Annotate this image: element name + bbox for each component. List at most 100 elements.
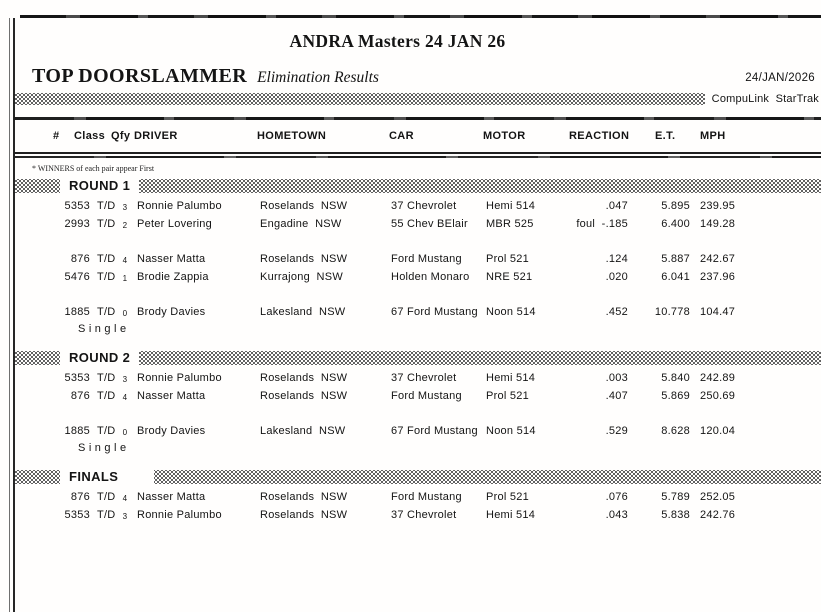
elapsed-time: 5.869 bbox=[661, 390, 690, 402]
hometown: Lakesland NSW bbox=[260, 306, 346, 318]
entry-number: 5476 bbox=[64, 271, 90, 283]
col-class: Class bbox=[74, 130, 106, 142]
hometown: Roselands NSW bbox=[260, 491, 348, 503]
driver-name: Ronnie Palumbo bbox=[137, 372, 222, 384]
table-row: 5353 T/D 3 Ronnie Palumbo Roselands NSW 37 Ch… bbox=[14, 198, 821, 216]
class: T/D bbox=[97, 271, 116, 283]
table-row: 5476 T/D 1 Brodie Zappia Kurrajong NSW Holden… bbox=[14, 269, 821, 287]
driver-name: Brodie Zappia bbox=[137, 271, 209, 283]
class: T/D bbox=[97, 218, 116, 230]
car: Holden Monaro bbox=[391, 271, 470, 283]
entry-number: 2993 bbox=[64, 218, 90, 230]
col-qfy: Qfy bbox=[111, 130, 131, 142]
qualifying-position: 0 bbox=[122, 428, 128, 437]
content-area: ANDRA Masters 24 JAN 26 TOP DOORSLAMMER E… bbox=[14, 0, 821, 612]
elapsed-time: 6.400 bbox=[661, 218, 690, 230]
elapsed-time: 10.778 bbox=[654, 306, 690, 318]
table-row: 5353 T/D 3 Ronnie Palumbo Roselands NSW 37 Ch… bbox=[14, 507, 821, 525]
col-hometown: HOMETOWN bbox=[257, 130, 327, 142]
section-band: ROUND 1 bbox=[14, 178, 821, 194]
reaction-time: .452 bbox=[605, 306, 628, 318]
category-row: TOP DOORSLAMMER Elimination Results bbox=[32, 65, 379, 88]
reaction-time: .407 bbox=[605, 390, 628, 402]
motor: Prol 521 bbox=[486, 253, 529, 265]
motor: Hemi 514 bbox=[486, 372, 536, 384]
elapsed-time: 6.041 bbox=[661, 271, 690, 283]
motor: Prol 521 bbox=[486, 491, 529, 503]
header-divider-top bbox=[14, 152, 821, 154]
speed-mph: 104.47 bbox=[700, 306, 736, 318]
car: 55 Chev BElair bbox=[391, 218, 468, 230]
motor: Noon 514 bbox=[486, 306, 536, 318]
hometown: Roselands NSW bbox=[260, 200, 348, 212]
class: T/D bbox=[97, 425, 116, 437]
col-mph: MPH bbox=[700, 130, 726, 142]
speed-mph: 242.76 bbox=[700, 509, 736, 521]
timing-brand: CompuLink StarTrak bbox=[711, 93, 819, 105]
table-row: 2993 T/D 2 Peter Lovering Engadine NSW 55 Che… bbox=[14, 216, 821, 234]
driver-name: Peter Lovering bbox=[137, 218, 213, 230]
qualifying-position: 2 bbox=[122, 221, 128, 230]
hometown: Lakesland NSW bbox=[260, 425, 346, 437]
section-band: FINALS bbox=[14, 469, 821, 485]
round-section: FINALS 876 T/D 4 Nasser Matta Roselands NSW Fo… bbox=[14, 469, 821, 525]
reaction-time: .020 bbox=[605, 271, 628, 283]
speed-mph: 242.89 bbox=[700, 372, 736, 384]
class: T/D bbox=[97, 253, 116, 265]
pairing-group: 5353 T/D 3 Ronnie Palumbo Roselands NSW 37 Ch… bbox=[14, 198, 821, 234]
qualifying-position: 4 bbox=[122, 256, 128, 265]
table-row: 1885 T/D 0 Brody Davies Lakesland NSW 67 Ford… bbox=[14, 304, 821, 322]
elapsed-time: 8.628 bbox=[661, 425, 690, 437]
section-title: ROUND 1 bbox=[60, 178, 140, 194]
reaction-time: .043 bbox=[605, 509, 628, 521]
round-section: ROUND 2 5353 T/D 3 Ronnie Palumbo Roselands N… bbox=[14, 350, 821, 457]
pairing-group: 1885 T/D 0 Brody Davies Lakesland NSW 67 Ford… bbox=[14, 423, 821, 457]
entry-number: 876 bbox=[70, 491, 90, 503]
speed-mph: 242.67 bbox=[700, 253, 736, 265]
qualifying-position: 1 bbox=[122, 274, 128, 283]
motor: Hemi 514 bbox=[486, 509, 536, 521]
entry-number: 1885 bbox=[64, 425, 90, 437]
hometown: Engadine NSW bbox=[260, 218, 342, 230]
pairing-group: 5353 T/D 3 Ronnie Palumbo Roselands NSW 37 Ch… bbox=[14, 370, 821, 406]
class: T/D bbox=[97, 372, 116, 384]
qualifying-position: 3 bbox=[122, 203, 128, 212]
col-number: # bbox=[53, 130, 60, 142]
hometown: Roselands NSW bbox=[260, 253, 348, 265]
speed-mph: 239.95 bbox=[700, 200, 736, 212]
section-band: ROUND 2 bbox=[14, 350, 821, 366]
motor: Hemi 514 bbox=[486, 200, 536, 212]
section-title: ROUND 2 bbox=[60, 350, 140, 366]
entry-number: 5353 bbox=[64, 200, 90, 212]
car: 37 Chevrolet bbox=[391, 509, 457, 521]
speed-mph: 252.05 bbox=[700, 491, 736, 503]
table-row: 876 T/D 4 Nasser Matta Roselands NSW Ford Mus… bbox=[14, 489, 821, 507]
driver-name: Ronnie Palumbo bbox=[137, 509, 222, 521]
speed-mph: 237.96 bbox=[700, 271, 736, 283]
speed-mph: 120.04 bbox=[700, 425, 736, 437]
pairing-group: 876 T/D 4 Nasser Matta Roselands NSW Ford Mus… bbox=[14, 251, 821, 287]
reaction-time: .047 bbox=[605, 200, 628, 212]
reaction-time: .124 bbox=[605, 253, 628, 265]
hometown: Roselands NSW bbox=[260, 390, 348, 402]
results-body: ROUND 1 5353 T/D 3 Ronnie Palumbo Roselands N… bbox=[14, 178, 821, 538]
speed-mph: 149.28 bbox=[700, 218, 736, 230]
class: T/D bbox=[97, 390, 116, 402]
reaction-time: .076 bbox=[605, 491, 628, 503]
driver-name: Brody Davies bbox=[137, 306, 206, 318]
reaction-time: .529 bbox=[605, 425, 628, 437]
car: Ford Mustang bbox=[391, 491, 462, 503]
winners-note: * WINNERS of each pair appear First bbox=[32, 164, 155, 173]
left-border-outer bbox=[9, 18, 10, 612]
round-section: ROUND 1 5353 T/D 3 Ronnie Palumbo Roselands N… bbox=[14, 178, 821, 338]
speed-mph: 250.69 bbox=[700, 390, 736, 402]
car: 67 Ford Mustang bbox=[391, 425, 478, 437]
driver-name: Brody Davies bbox=[137, 425, 206, 437]
elapsed-time: 5.840 bbox=[661, 372, 690, 384]
reaction-time: foul -.185 bbox=[576, 218, 628, 230]
motor: Noon 514 bbox=[486, 425, 536, 437]
single-label: Single bbox=[78, 323, 130, 335]
car: 67 Ford Mustang bbox=[391, 306, 478, 318]
class: T/D bbox=[97, 306, 116, 318]
